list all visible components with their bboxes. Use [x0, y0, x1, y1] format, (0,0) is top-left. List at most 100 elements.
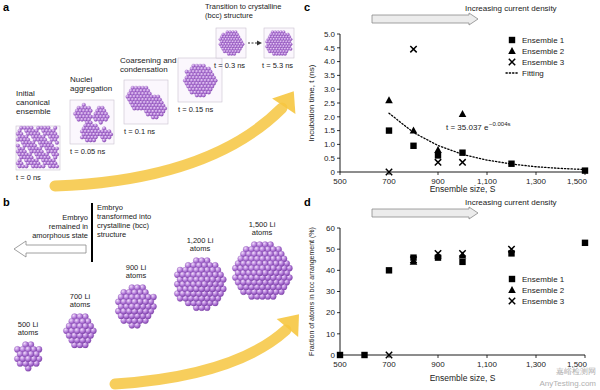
transition-arrow-head	[257, 41, 262, 46]
x-tick-label: 1,300	[526, 177, 547, 186]
legend: Ensemble 1Ensemble 2Ensemble 3	[508, 275, 565, 306]
atom	[257, 270, 263, 276]
y-tick-label: 1.5	[324, 126, 336, 135]
step-time: t = 0.05 ns	[70, 147, 105, 156]
x-axis-title: Ensemble size, S	[430, 373, 496, 383]
cluster	[63, 314, 96, 348]
y-tick	[337, 61, 340, 62]
legend-label: Ensemble 1	[522, 36, 565, 45]
cluster-label: atoms	[18, 328, 39, 337]
x-tick-label: 700	[382, 360, 396, 369]
note: Embryo	[62, 213, 88, 222]
point	[386, 127, 392, 133]
atom	[275, 52, 278, 55]
cluster	[174, 258, 226, 311]
atom	[202, 94, 206, 98]
y-tick	[337, 89, 340, 90]
step-label: Coarsening and	[120, 56, 176, 65]
atom	[207, 91, 211, 95]
point	[386, 267, 392, 273]
atom	[21, 164, 25, 168]
transition-arrow	[248, 43, 258, 44]
point	[410, 46, 416, 52]
x-tick	[487, 355, 488, 358]
trend-arrow	[372, 207, 478, 219]
panel-label: a	[3, 1, 10, 13]
x-tick-label: 700	[382, 177, 396, 186]
y-tick	[337, 34, 340, 35]
y-tick-label: 60	[326, 224, 335, 233]
panel-label: c	[304, 1, 310, 13]
y-tick	[337, 249, 340, 250]
progress-arrow-head	[272, 91, 295, 114]
point	[386, 169, 392, 175]
atom	[289, 47, 292, 50]
point	[386, 352, 392, 358]
progress-arrow-head	[277, 314, 299, 337]
y-tick-label: 20	[326, 308, 335, 317]
fit-equation: t = 35.037 e	[446, 123, 489, 132]
step-label: canonical	[16, 98, 50, 107]
point	[385, 96, 393, 103]
cluster	[14, 342, 42, 372]
step-time: t = 0.15 ns	[178, 105, 213, 114]
x-tick	[585, 355, 586, 358]
atom	[102, 138, 106, 142]
atom	[107, 136, 111, 140]
legend-swatch	[506, 72, 518, 73]
y-tick-label: 3.0	[324, 85, 336, 94]
atom	[223, 50, 226, 53]
point	[435, 159, 441, 165]
y-tick-label: 40	[326, 266, 335, 275]
direction-arrow	[14, 241, 86, 257]
atom	[42, 164, 46, 168]
y-tick-label: 10	[326, 330, 335, 339]
y-tick	[337, 130, 340, 131]
note: structure	[97, 230, 126, 239]
atom	[80, 118, 84, 122]
note: Embryo	[97, 203, 123, 212]
point	[459, 250, 465, 256]
atom	[146, 113, 150, 117]
point	[582, 167, 588, 173]
step-time: t = 5.3 ns	[262, 61, 293, 70]
step-label: Initial	[16, 89, 35, 98]
x-axis	[340, 355, 585, 356]
x-tick-label: 500	[333, 360, 347, 369]
y-tick	[337, 228, 340, 229]
atom	[85, 138, 89, 142]
step-time: t = 0.1 ns	[124, 127, 155, 136]
legend-label: Fitting	[522, 69, 544, 78]
x-tick	[487, 172, 488, 175]
atom	[134, 303, 140, 309]
cluster-label: atoms	[252, 228, 273, 237]
y-tick	[337, 116, 340, 117]
note: transformed into	[97, 212, 151, 221]
legend-swatch	[508, 286, 516, 293]
point	[435, 152, 441, 158]
note: crystalline (bcc)	[97, 221, 150, 230]
cluster	[115, 285, 156, 329]
watermark: 嘉峪检测网	[556, 367, 596, 376]
cluster-label: atoms	[126, 271, 147, 280]
point	[435, 250, 441, 256]
progress-arrow	[115, 330, 286, 384]
note: amorphous state	[32, 231, 88, 240]
atom	[227, 52, 230, 55]
x-tick	[536, 355, 537, 358]
y-tick-label: 2.0	[324, 113, 336, 122]
point	[434, 146, 442, 153]
fit-line	[389, 113, 585, 169]
step-label: Nuclei	[70, 75, 92, 84]
y-axis-title: Fraction of atoms in bcc arrangement (%)	[308, 227, 316, 356]
x-tick-label: 1,300	[526, 360, 547, 369]
atom	[190, 91, 194, 95]
x-axis-title: Ensemble size, S	[430, 184, 496, 194]
atom	[99, 121, 103, 125]
atom	[133, 107, 137, 111]
point	[582, 240, 588, 246]
x-tick	[536, 172, 537, 175]
atom	[38, 164, 42, 168]
y-tick-label: 0	[331, 168, 336, 177]
legend-swatch	[508, 47, 516, 54]
